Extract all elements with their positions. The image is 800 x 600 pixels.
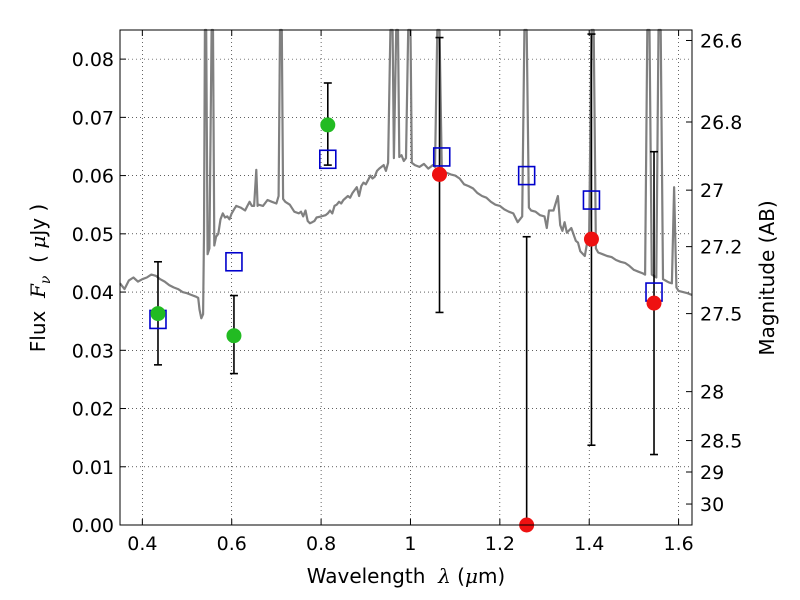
y2-tick-labels: 26.6 26.8 27 27.2 27.5 28 28.5 29 30 — [700, 30, 742, 516]
x-tick-labels: 0.4 0.6 0.8 1 1.2 1.4 1.6 — [127, 533, 693, 555]
nondetection-dot — [646, 295, 662, 311]
spectrum-layer — [119, 28, 693, 320]
y-tick-label: 0.06 — [72, 166, 114, 188]
plot-frame — [119, 29, 693, 526]
y-tick-label: 0.00 — [72, 515, 114, 537]
model-square — [318, 149, 337, 170]
x-axis-label: Wavelength λ (μm) — [307, 564, 506, 588]
photometry-dot-layer — [150, 117, 662, 533]
y-axis-label: Flux Fν ( μJy ) — [26, 204, 54, 352]
x-tick-label: 1.2 — [485, 533, 515, 555]
y-tick-labels: 0.00 0.01 0.02 0.03 0.04 0.05 0.06 0.07 0.08 — [72, 49, 114, 537]
x-tick-label: 0.8 — [306, 533, 336, 555]
y2-tick-label: 27.5 — [700, 304, 742, 326]
y2-tick-label: 26.8 — [700, 112, 742, 134]
spectrum-line — [119, 28, 693, 320]
y-tick-label: 0.03 — [72, 340, 114, 362]
model-square-layer — [149, 147, 663, 330]
y-tick-label: 0.01 — [72, 457, 114, 479]
y2-axis-label: Magnitude (AB) — [755, 200, 779, 355]
y-tick-label: 0.05 — [72, 224, 114, 246]
y-tick-label: 0.04 — [72, 282, 114, 304]
detection-dot — [320, 117, 336, 133]
nondetection-dot — [432, 166, 448, 182]
x-tick-label: 0.4 — [127, 533, 157, 555]
y2-tick-label: 28 — [700, 382, 724, 404]
detection-dot — [226, 328, 242, 344]
y2-tick-label: 28.5 — [700, 431, 742, 453]
x-tick-label: 1 — [404, 533, 416, 555]
y2-tick-label: 27.2 — [700, 237, 742, 259]
model-square — [517, 165, 536, 186]
x-tick-label: 1.6 — [663, 533, 693, 555]
y-tick-label: 0.08 — [72, 49, 114, 71]
y2-tick-label: 27 — [700, 180, 724, 202]
model-square — [432, 147, 451, 167]
tick-marks — [120, 30, 692, 526]
x-tick-label: 1.4 — [574, 533, 604, 555]
x-tick-label: 0.6 — [217, 533, 247, 555]
y2-tick-label: 29 — [700, 462, 724, 484]
model-square — [225, 251, 243, 272]
detection-dot — [150, 306, 166, 322]
y-tick-label: 0.02 — [72, 399, 114, 421]
y2-tick-label: 26.6 — [700, 30, 742, 52]
y-tick-label: 0.07 — [72, 107, 114, 129]
nondetection-dot — [583, 231, 599, 247]
y2-tick-label: 30 — [700, 494, 724, 516]
model-square — [582, 190, 601, 210]
